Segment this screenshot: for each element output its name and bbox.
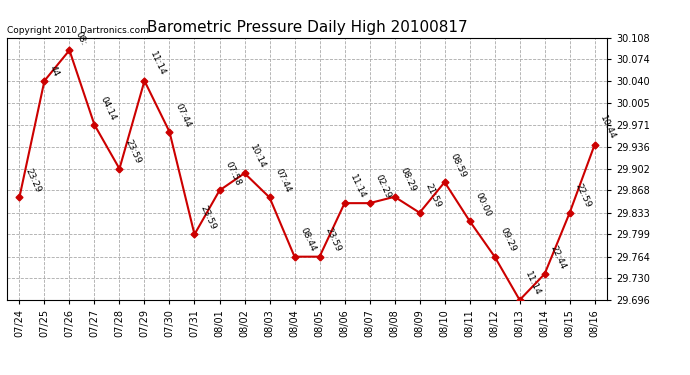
Text: 21:59: 21:59 xyxy=(424,182,442,210)
Text: 08:44: 08:44 xyxy=(298,226,317,254)
Text: 02:29: 02:29 xyxy=(373,173,393,200)
Text: 11:14: 11:14 xyxy=(524,270,542,297)
Text: 04:14: 04:14 xyxy=(98,94,117,122)
Text: 10:44: 10:44 xyxy=(598,114,618,141)
Text: 08:: 08: xyxy=(73,30,88,47)
Text: 23:59: 23:59 xyxy=(198,204,217,231)
Text: 00:00: 00:00 xyxy=(473,190,493,218)
Text: 23:59: 23:59 xyxy=(124,138,142,166)
Title: Barometric Pressure Daily High 20100817: Barometric Pressure Daily High 20100817 xyxy=(147,20,467,35)
Text: 44: 44 xyxy=(48,64,61,78)
Text: 07:58: 07:58 xyxy=(224,160,242,187)
Text: 10:14: 10:14 xyxy=(248,143,267,170)
Text: 22:59: 22:59 xyxy=(573,183,593,210)
Text: 22:44: 22:44 xyxy=(549,244,567,271)
Text: 07:44: 07:44 xyxy=(173,102,193,129)
Text: 07:44: 07:44 xyxy=(273,167,293,194)
Text: Copyright 2010 Dartronics.com: Copyright 2010 Dartronics.com xyxy=(7,26,149,35)
Text: 11:14: 11:14 xyxy=(348,173,367,200)
Text: 08:59: 08:59 xyxy=(448,152,467,179)
Text: 23:29: 23:29 xyxy=(23,167,42,194)
Text: 11:14: 11:14 xyxy=(148,51,167,78)
Text: 23:59: 23:59 xyxy=(324,226,342,254)
Text: 08:29: 08:29 xyxy=(398,166,417,194)
Text: 09:29: 09:29 xyxy=(498,226,518,254)
